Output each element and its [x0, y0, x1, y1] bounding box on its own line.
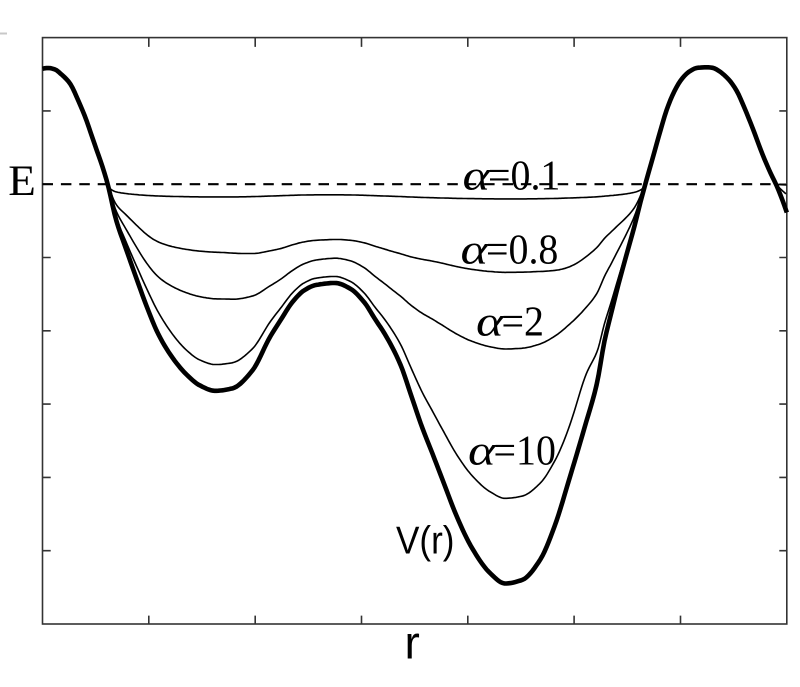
svg-text:E: E — [8, 157, 36, 205]
svg-text:=0.1: =0.1 — [488, 152, 560, 199]
svg-text:α: α — [476, 299, 505, 345]
svg-text:=0.8: =0.8 — [486, 226, 558, 273]
svg-text:r: r — [405, 617, 420, 669]
svg-text:α: α — [461, 227, 490, 273]
svg-text:=2: =2 — [502, 297, 544, 344]
svg-text:α: α — [468, 428, 497, 474]
svg-text:α: α — [463, 153, 492, 199]
svg-text:=10: =10 — [494, 427, 556, 474]
svg-text:V(r): V(r) — [396, 518, 454, 562]
